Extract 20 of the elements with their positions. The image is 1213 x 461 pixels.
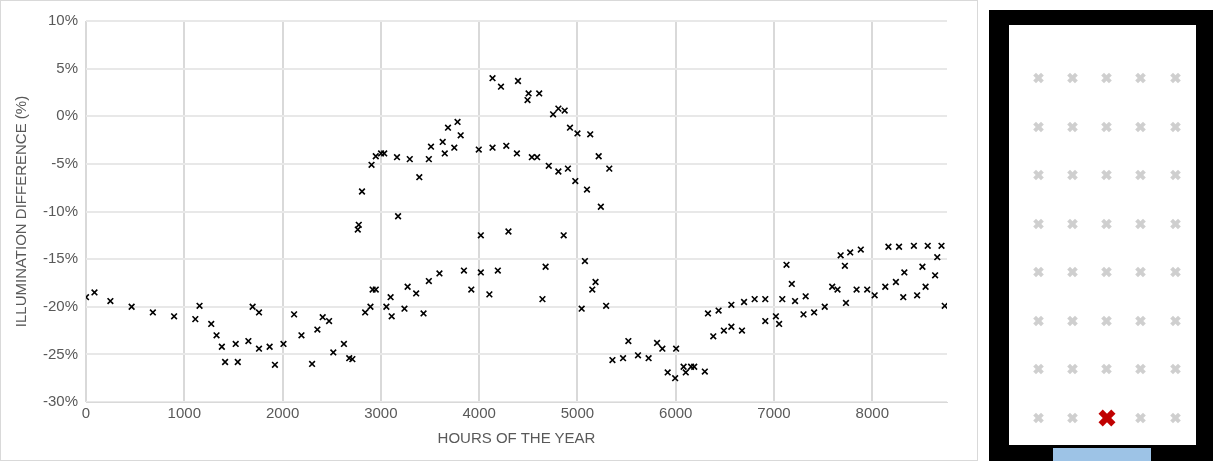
x-axis-title: HOURS OF THE YEAR <box>437 429 596 447</box>
y-tick-label: -10% <box>42 201 79 219</box>
x-tick-label: 6000 <box>659 404 693 422</box>
x-tick-label: 2000 <box>265 404 300 422</box>
x-tick-label: 0 <box>81 404 91 422</box>
x-tick-label: 4000 <box>462 404 496 422</box>
x-tick-label: 5000 <box>560 404 595 422</box>
y-tick-label: 0% <box>56 106 79 124</box>
x-tick-label: 1000 <box>167 404 201 422</box>
y-tick-label: -5% <box>51 154 79 172</box>
y-tick-label: 10% <box>47 11 79 29</box>
y-axis-title: ILLUMINATION DIFFERENCE (%) <box>12 95 30 328</box>
y-tick-label: -30% <box>42 392 79 410</box>
x-tick-label: 3000 <box>364 404 398 422</box>
x-tick-label: 8000 <box>855 404 889 422</box>
y-tick-label: -25% <box>42 344 79 362</box>
y-tick-label: 5% <box>56 58 79 76</box>
y-tick-label: -15% <box>42 249 79 267</box>
y-tick-label: -20% <box>42 296 79 314</box>
x-tick-label: 7000 <box>757 404 791 422</box>
